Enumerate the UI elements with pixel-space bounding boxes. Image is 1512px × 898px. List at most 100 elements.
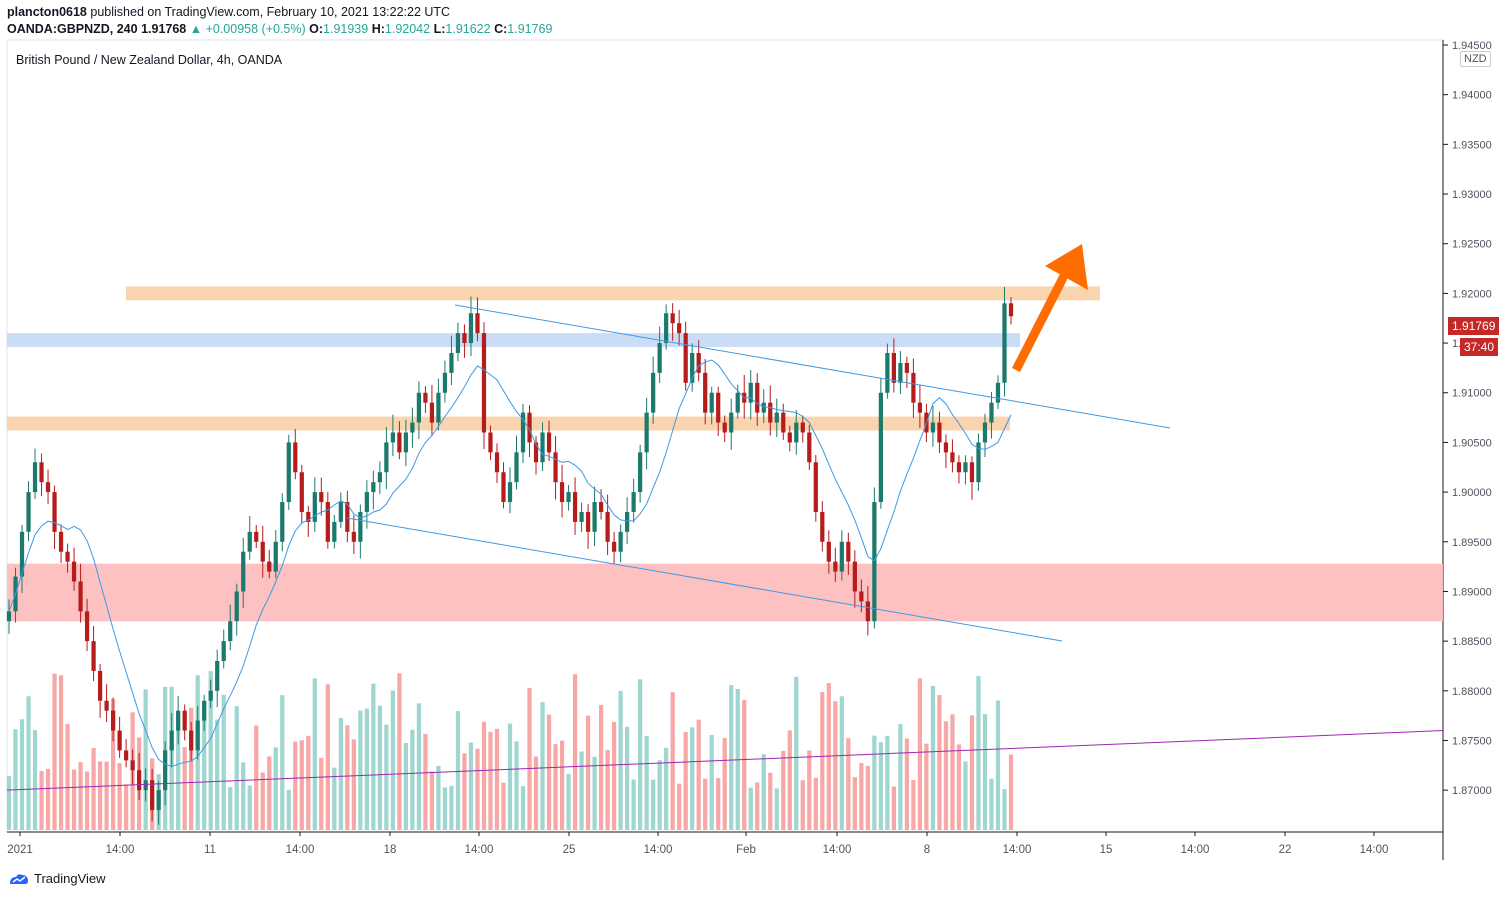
volume-bar — [618, 690, 623, 830]
volume-bar — [306, 735, 311, 830]
volume-bar — [644, 736, 649, 830]
publish-text: published on TradingView.com, February 1… — [90, 5, 451, 19]
volume-bar — [273, 747, 278, 830]
volume-bar — [833, 701, 838, 830]
time-tick-label: Feb — [736, 844, 756, 856]
volume-bar — [280, 695, 285, 830]
candle-body — [39, 462, 44, 483]
candle-body — [156, 790, 161, 811]
candle-body — [436, 392, 441, 423]
volume-bar — [943, 721, 949, 830]
candle-body — [286, 442, 291, 503]
high-value: 1.92042 — [384, 22, 431, 36]
candle-body — [351, 531, 356, 542]
candle-body — [891, 353, 896, 383]
volume-bar — [488, 731, 493, 830]
candle-body — [911, 372, 916, 403]
volume-bar — [989, 778, 994, 830]
candle-body — [65, 551, 70, 562]
volume-bar — [611, 721, 617, 830]
volume-bar — [683, 732, 688, 830]
candle-body — [345, 502, 350, 532]
volume-bar — [286, 789, 291, 830]
price-tick-label: 1.90500 — [1452, 437, 1492, 449]
time-tick-label: 14:00 — [1003, 844, 1032, 856]
candle-body — [611, 541, 617, 552]
candle-body — [319, 492, 324, 503]
publisher-name[interactable]: plancton0618 — [7, 5, 87, 19]
volume-bar — [215, 719, 220, 830]
volume-bar — [664, 747, 669, 830]
volume-bar — [559, 740, 565, 830]
volume-bar — [475, 748, 480, 830]
candle-body — [280, 502, 285, 542]
candle-body — [26, 492, 31, 532]
price-tick-label: 1.89500 — [1452, 537, 1492, 549]
volume-bar — [52, 673, 57, 830]
candle-body — [520, 412, 526, 453]
tradingview-brand[interactable]: TradingView — [8, 871, 106, 886]
candle-body — [592, 502, 597, 532]
candle-body — [774, 412, 779, 423]
volume-bar — [761, 754, 766, 830]
candle-body — [904, 362, 910, 373]
volume-bar — [371, 683, 376, 830]
volume-bar — [598, 704, 604, 830]
candle-body — [202, 700, 207, 721]
candle-body — [52, 492, 57, 532]
last-price: 1.91768 — [141, 22, 187, 36]
volume-bar — [566, 773, 571, 830]
volume-bar — [351, 739, 356, 830]
candle-body — [1008, 303, 1014, 317]
candle-body — [878, 392, 883, 503]
candle-body — [657, 343, 662, 373]
chart-title: British Pound / New Zealand Dollar, 4h, … — [16, 53, 283, 67]
symbol-label: OANDA:GBPNZD, 240 — [7, 22, 138, 36]
volume-bar — [416, 703, 422, 830]
volume-bar — [898, 724, 903, 830]
candle-body — [898, 362, 903, 383]
zone-support — [7, 563, 1443, 622]
volume-bar — [345, 725, 350, 830]
volume-bar — [208, 671, 213, 830]
volume-bar — [182, 747, 187, 830]
volume-bar — [651, 779, 656, 830]
candle-body — [137, 770, 142, 791]
volume-bar — [982, 713, 988, 830]
volume-bar — [956, 744, 962, 830]
volume-bar — [520, 786, 526, 830]
volume-bar — [937, 695, 942, 830]
candle-body — [995, 382, 1001, 403]
volume-bar — [202, 719, 207, 830]
time-tick-label: 14:00 — [644, 844, 673, 856]
volume-bar — [605, 749, 610, 830]
candle-body — [481, 333, 487, 433]
price-tick-label: 1.88000 — [1452, 686, 1492, 698]
volume-bar — [696, 719, 701, 830]
volume-bar — [820, 691, 825, 830]
candle-body — [299, 472, 304, 512]
candle-body — [371, 482, 376, 493]
volume-bar — [299, 740, 304, 830]
candle-body — [820, 511, 825, 542]
candle-body — [833, 561, 838, 572]
volume-bar — [969, 715, 975, 830]
volume-ma-line — [6, 730, 1444, 791]
candle-body — [937, 422, 942, 443]
candle-body — [618, 531, 623, 552]
volume-bar — [781, 750, 786, 830]
currency-badge[interactable]: NZD — [1460, 51, 1491, 67]
volume-bar — [124, 784, 129, 830]
volume-bar — [260, 772, 265, 830]
volume-bar — [254, 725, 259, 830]
candle-body — [989, 402, 994, 423]
volume-bar — [358, 710, 363, 830]
candle-body — [32, 462, 38, 493]
volume-bar — [91, 747, 96, 830]
volume-bar — [110, 698, 116, 830]
candle-body — [585, 511, 591, 532]
candle-body — [228, 621, 233, 642]
candle-body — [787, 432, 792, 443]
volume-bar — [423, 733, 428, 830]
